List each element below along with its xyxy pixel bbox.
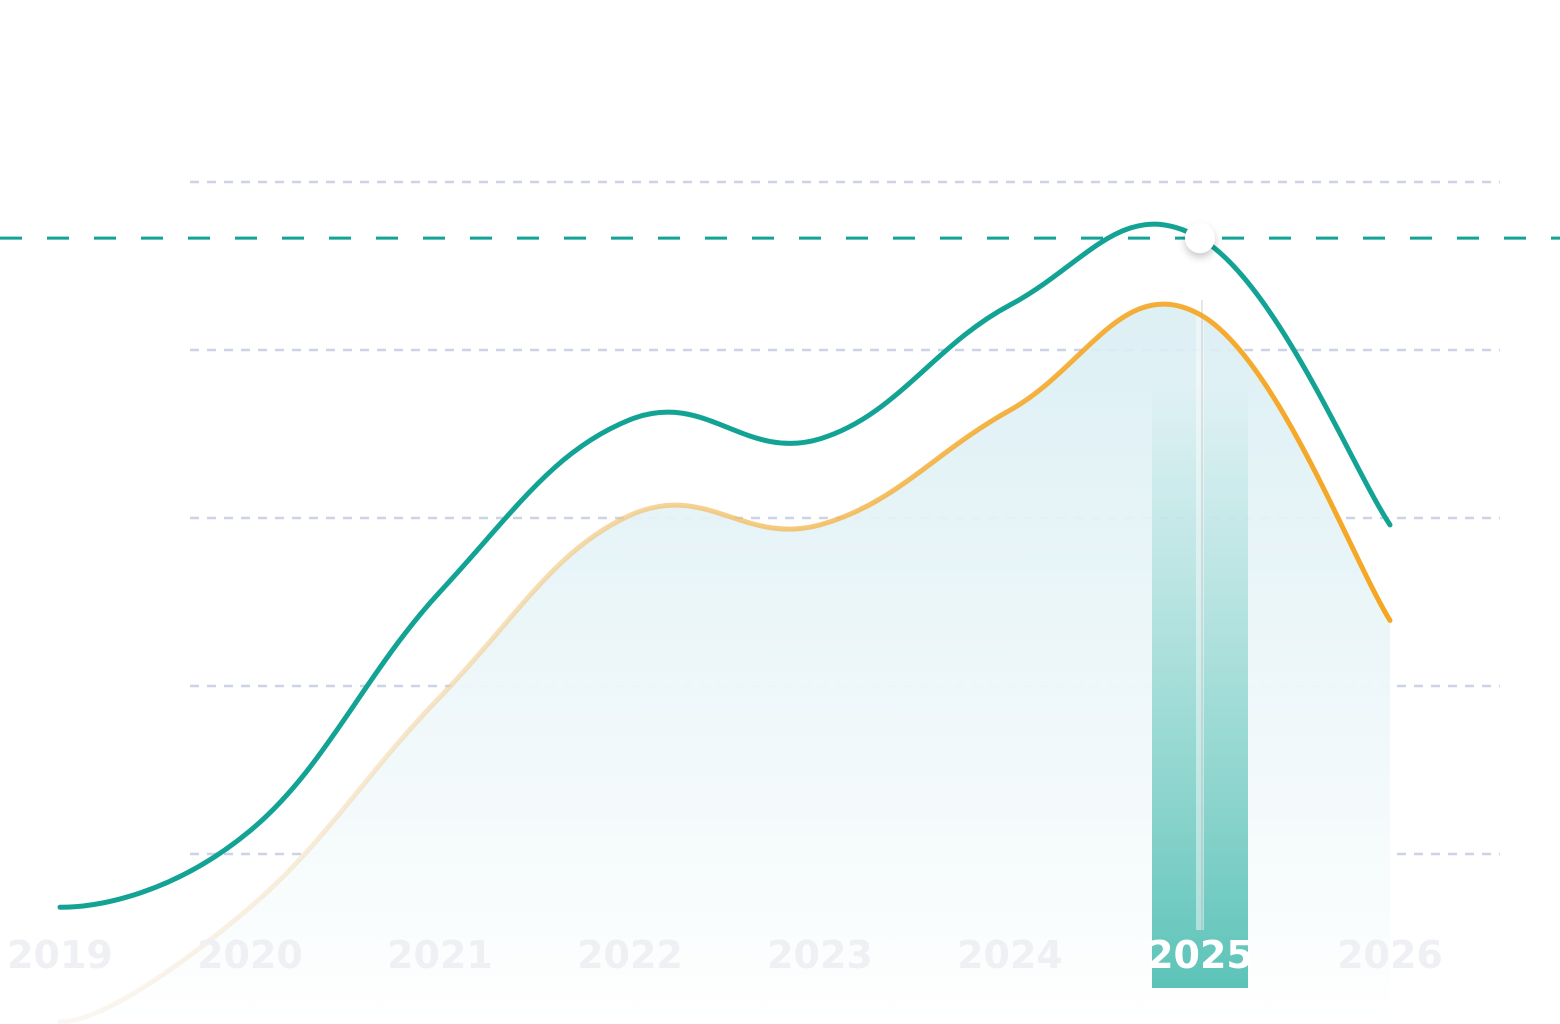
highlight-marker [1185, 223, 1215, 254]
x-tick-label-2020: 2020 [197, 933, 303, 977]
x-tick-label-2021: 2021 [387, 933, 493, 977]
circle-marker-icon [1185, 223, 1215, 254]
area-series-2 [60, 304, 1390, 1022]
x-tick-label-2023: 2023 [767, 933, 873, 977]
x-tick-label-2024: 2024 [957, 933, 1063, 977]
highlight-bar-2025 [1152, 380, 1248, 988]
area-fill [60, 304, 1390, 1022]
x-axis-labels: 2019 2020 2021 2022 2023 2024 2025 2026 [7, 933, 1443, 977]
x-tick-label-2026: 2026 [1337, 933, 1443, 977]
x-tick-label-2025: 2025 [1147, 933, 1253, 977]
x-tick-label-2022: 2022 [577, 933, 683, 977]
highlight-band [1152, 246, 1248, 988]
x-tick-label-2019: 2019 [7, 933, 113, 977]
series-line-2 [57, 301, 1393, 1024]
